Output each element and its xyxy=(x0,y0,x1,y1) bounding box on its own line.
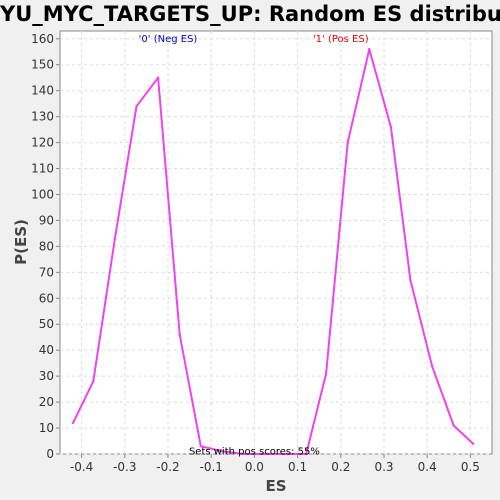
y-tick-label: 30 xyxy=(39,369,54,383)
x-tick-label: -0.1 xyxy=(199,460,222,474)
y-tick-label: 70 xyxy=(39,265,54,279)
y-tick-label: 140 xyxy=(31,84,54,98)
data-point xyxy=(264,452,267,456)
data-point xyxy=(156,76,160,79)
x-tick-label: 0.4 xyxy=(418,460,437,474)
plot-area xyxy=(59,30,493,455)
annotations: '0' (Neg ES) '1' (Pos ES) Sets with pos sc… xyxy=(139,34,369,458)
annotation-label: '0' (Neg ES) xyxy=(139,34,198,45)
annotation-label: '1' (Pos ES) xyxy=(313,34,369,45)
y-tick-label: 150 xyxy=(31,58,54,72)
data-point xyxy=(452,424,455,427)
chart-title: YU_MYC_TARGETS_UP: Random ES distributio… xyxy=(0,2,500,26)
x-tick-label: 0.3 xyxy=(374,460,393,474)
data-point xyxy=(286,452,289,456)
y-tick-label: 0 xyxy=(46,447,54,461)
y-tick-label: 20 xyxy=(39,395,54,409)
y-tick-label: 90 xyxy=(39,213,54,227)
data-point xyxy=(71,421,75,425)
data-point xyxy=(368,47,371,51)
x-tick-label: 0.5 xyxy=(461,460,480,474)
y-tick-label: 50 xyxy=(39,317,54,331)
data-point xyxy=(199,445,203,448)
data-point xyxy=(113,237,117,240)
x-tick-label: -0.3 xyxy=(113,460,136,474)
data-point xyxy=(324,372,328,375)
data-point xyxy=(178,333,181,336)
data-point xyxy=(430,364,434,367)
data-point xyxy=(221,450,224,453)
y-tick-label: 40 xyxy=(39,343,54,357)
data-point xyxy=(471,442,475,445)
data-point xyxy=(242,452,246,456)
data-point xyxy=(135,105,138,108)
y-tick-label: 110 xyxy=(31,162,54,176)
y-axis-title: P(ES) xyxy=(12,219,30,265)
x-tick-label: -0.2 xyxy=(156,460,179,474)
y-tick-label: 130 xyxy=(31,110,54,124)
series-layer xyxy=(71,47,475,456)
data-point xyxy=(346,141,349,144)
x-axis-title: ES xyxy=(265,477,286,495)
y-tick-label: 120 xyxy=(31,136,54,150)
data-point xyxy=(305,452,308,456)
axis-ticks: -0.4 -0.3 -0.2 -0.1 0.0 0.1 0.2 0.3 0.4 0.5 0 10 20 3… xyxy=(31,32,480,474)
y-tick-label: 80 xyxy=(39,239,54,253)
annotation-label: Sets with pos scores: 55% xyxy=(189,446,320,457)
x-tick-label: 0.2 xyxy=(331,460,350,474)
y-tick-label: 100 xyxy=(31,187,54,201)
x-tick-label: -0.4 xyxy=(70,460,93,474)
y-tick-label: 160 xyxy=(31,32,54,46)
y-tick-label: 60 xyxy=(39,291,54,305)
series-line xyxy=(72,48,474,455)
data-point xyxy=(409,278,412,282)
x-tick-label: 0.1 xyxy=(288,460,307,474)
data-point xyxy=(389,125,393,129)
x-tick-label: 0.0 xyxy=(245,460,264,474)
data-point xyxy=(92,380,95,383)
y-tick-label: 10 xyxy=(39,421,54,435)
